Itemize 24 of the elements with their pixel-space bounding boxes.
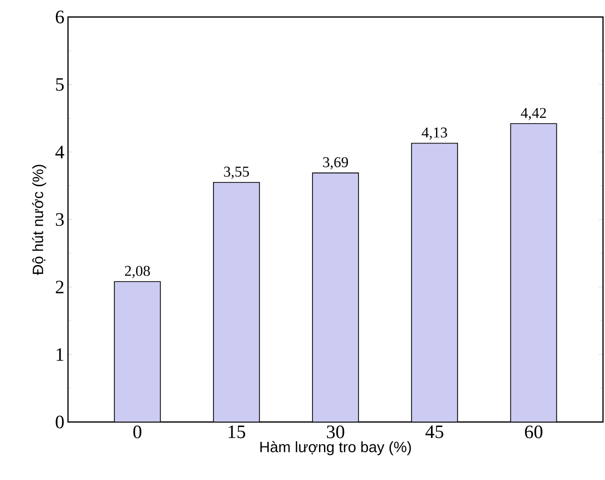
bar [312,172,359,422]
y-tick-label: 6 [56,10,64,24]
x-tick-label: 15 [228,426,246,438]
y-tick-label: 3 [56,213,64,226]
bar [510,123,558,422]
bar [213,182,260,422]
bar [411,142,458,422]
x-tick-label: 45 [425,426,444,438]
data-label: 4,42 [520,108,546,120]
y-tick-label: 1 [56,348,64,361]
x-tick-label: 30 [326,426,344,438]
y-tick-label: 5 [56,78,64,91]
y-tick-label: 0 [56,416,64,428]
y-tick-label: 2 [56,280,64,294]
y-tick-label: 4 [55,146,64,158]
x-tick-label: 60 [525,426,542,438]
y-axis-title: Độ hút nước (%) [32,164,46,275]
data-label: 3,69 [323,157,348,170]
x-axis-title: Hàm lượng tro bay (%) [260,441,411,456]
data-label: 4,13 [422,128,448,140]
data-label: 3,55 [224,166,249,179]
x-tick-label: 0 [133,426,142,438]
bar [114,281,161,422]
data-label: 2,08 [124,266,150,278]
